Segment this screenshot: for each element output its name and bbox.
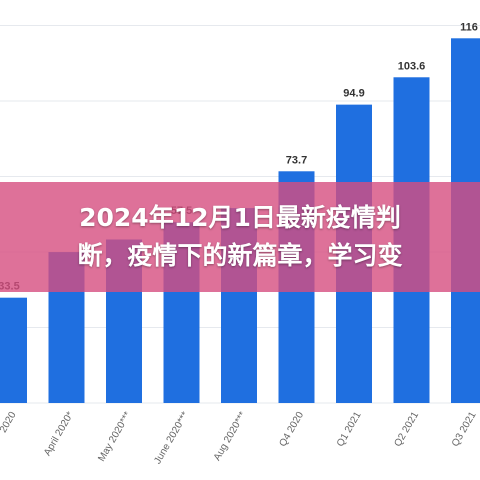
x-tick-label: Q3 2021 — [450, 410, 479, 449]
x-tick-label: Q4 2020 — [277, 410, 306, 449]
value-label: 116 — [460, 21, 478, 33]
x-tick-label: June 2020*** — [152, 410, 191, 466]
x-tick-label: Q2 2021 — [392, 410, 421, 449]
value-label: 73.7 — [286, 154, 307, 166]
banner-title: 2024年12月1日最新疫情判 断，疫情下的新篇章，学习变 — [20, 199, 460, 275]
banner-title-line-1: 2024年12月1日最新疫情判 — [79, 203, 401, 232]
title-banner: 2024年12月1日最新疫情判 断，疫情下的新篇章，学习变 — [0, 182, 480, 292]
x-tick-label: April 2020* — [42, 410, 76, 458]
bar — [0, 297, 27, 403]
x-tick-label: Q1 2021 — [335, 410, 364, 449]
x-tick-label: 2020 — [0, 410, 19, 435]
banner-title-line-2: 断，疫情下的新篇章，学习变 — [77, 241, 403, 270]
x-tick-label: Aug 2020*** — [212, 410, 249, 463]
value-label: 94.9 — [343, 88, 364, 100]
x-tick-labels: 2020 April 2020* May 2020*** June 2020*** Au… — [0, 410, 479, 466]
value-label: 103.6 — [398, 60, 426, 72]
x-tick-label: May 2020*** — [96, 410, 133, 464]
